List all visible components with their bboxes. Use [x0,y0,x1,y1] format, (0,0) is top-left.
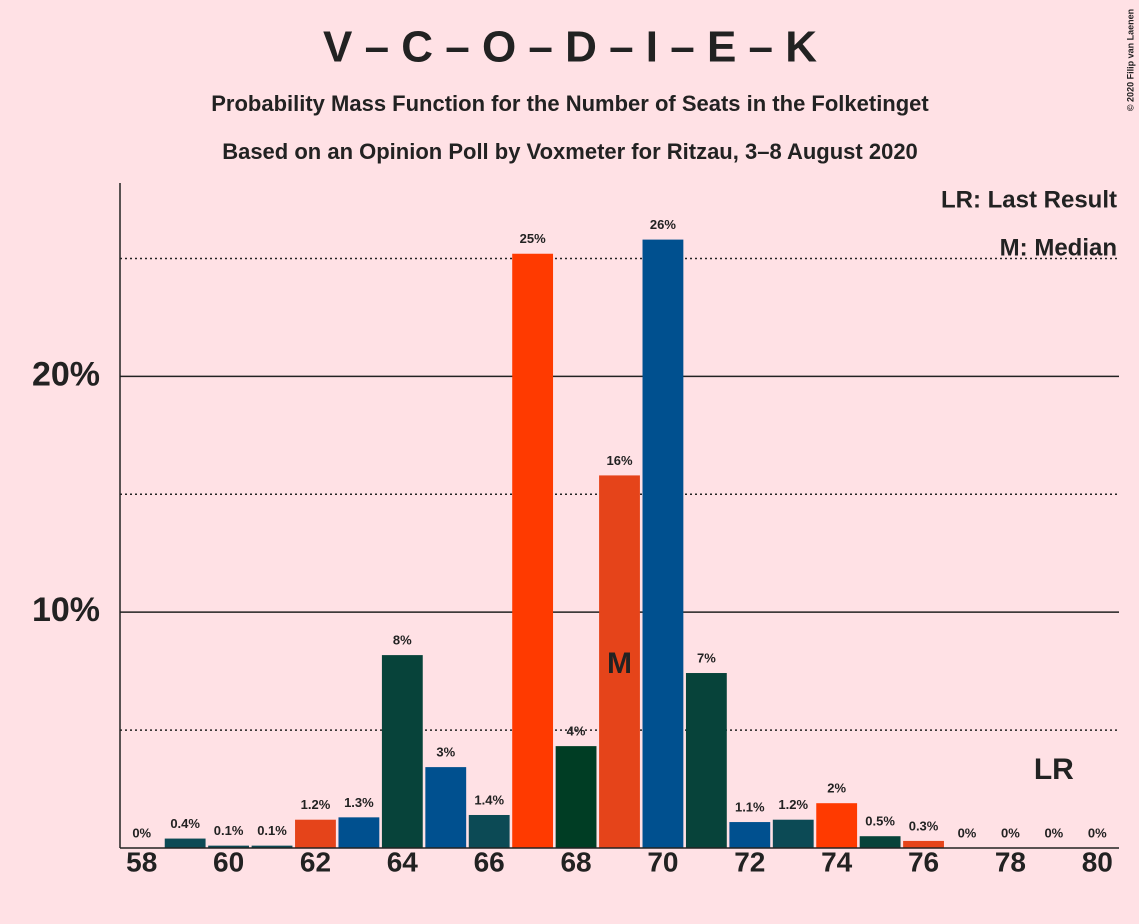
value-label: 26% [650,217,676,232]
y-tick-label: 10% [32,591,100,629]
bar [164,838,206,848]
bar [208,845,250,848]
value-label: 0.4% [170,816,200,831]
y-tick-label: 20% [32,355,100,393]
bar [642,239,684,848]
x-tick-label: 68 [560,846,591,877]
value-label: 0% [132,825,151,840]
value-label: 1.3% [344,795,374,810]
bar [685,673,727,848]
value-label: 16% [606,453,632,468]
bar [772,819,814,848]
value-label: 0% [958,825,977,840]
x-tick-label: 80 [1082,846,1113,877]
value-label: 1.1% [735,799,765,814]
chart-subtitle: Probability Mass Function for the Number… [211,91,929,116]
bar [381,655,423,848]
x-tick-label: 62 [300,846,331,877]
value-label: 1.2% [778,797,808,812]
bar [295,819,336,848]
value-label: 0% [1044,825,1063,840]
value-label: 2% [827,781,846,796]
x-tick-label: 60 [213,846,244,877]
chart-subtitle: Based on an Opinion Poll by Voxmeter for… [222,139,918,164]
copyright: © 2020 Filip van Laenen [1125,9,1135,111]
x-tick-label: 74 [821,846,853,877]
x-tick-label: 72 [734,846,765,877]
value-label: 4% [567,724,586,739]
bar [816,803,858,848]
x-tick-label: 76 [908,846,939,877]
x-tick-label: 58 [126,846,157,877]
value-label: 3% [436,745,455,760]
value-label: 0% [1088,825,1107,840]
value-label: 8% [393,633,412,648]
bar [729,822,771,848]
chart-title: V – C – O – D – I – E – K [323,23,817,72]
value-label: 0.5% [865,814,895,829]
value-label: 0.1% [257,823,287,838]
bar [512,253,554,848]
value-label: 0% [1001,825,1020,840]
value-label: 1.2% [301,797,331,812]
value-label: 25% [520,231,546,246]
bar [859,836,901,848]
x-tick-label: 70 [647,846,678,877]
bar [338,817,380,848]
annotation: LR [1034,753,1074,786]
legend-entry: LR: Last Result [941,186,1117,213]
bar [555,746,597,848]
bar [468,814,510,848]
value-label: 0.3% [909,818,939,833]
bar [425,767,467,848]
value-label: 0.1% [214,823,244,838]
legend-entry: M: Median [1000,234,1117,261]
value-label: 7% [697,650,716,665]
value-label: 1.4% [474,792,504,807]
bar [251,845,293,848]
annotation: M [607,647,632,680]
x-tick-label: 66 [474,846,505,877]
x-tick-label: 78 [995,846,1026,877]
bar [599,475,640,848]
bar [903,840,944,848]
x-tick-label: 64 [387,846,419,877]
